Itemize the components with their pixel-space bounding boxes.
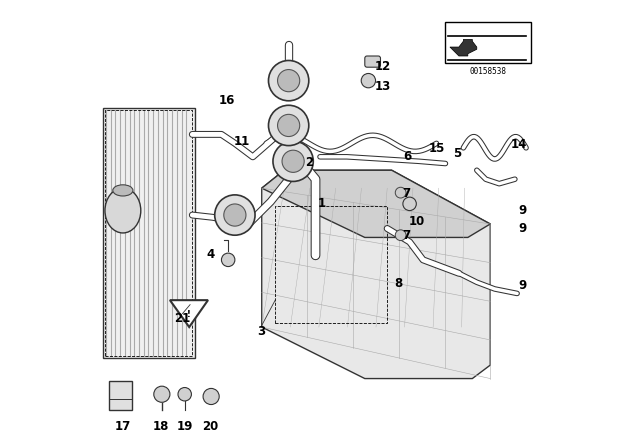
Text: 16: 16 [219, 94, 235, 108]
Ellipse shape [105, 188, 141, 233]
Text: 19: 19 [177, 420, 193, 433]
Polygon shape [170, 300, 208, 327]
Text: 10: 10 [408, 215, 424, 228]
Circle shape [273, 141, 314, 181]
FancyBboxPatch shape [109, 381, 132, 410]
Polygon shape [450, 39, 477, 56]
Text: 21: 21 [174, 311, 191, 325]
Text: 1: 1 [318, 197, 326, 211]
Circle shape [396, 187, 406, 198]
Text: 6: 6 [403, 150, 412, 164]
Text: 11: 11 [234, 134, 250, 148]
Text: 7: 7 [403, 187, 410, 200]
Circle shape [221, 253, 235, 267]
Text: 00158538: 00158538 [470, 67, 506, 76]
Polygon shape [262, 170, 490, 379]
Circle shape [215, 195, 255, 235]
Text: 13: 13 [374, 79, 391, 93]
Circle shape [178, 388, 191, 401]
Text: 2: 2 [305, 155, 314, 169]
Ellipse shape [113, 185, 133, 196]
FancyBboxPatch shape [365, 56, 380, 67]
Text: 9: 9 [518, 279, 527, 293]
Text: 9: 9 [518, 222, 527, 235]
Text: 3: 3 [257, 325, 265, 338]
Text: 18: 18 [153, 420, 169, 433]
Polygon shape [262, 170, 490, 237]
Text: 17: 17 [115, 420, 131, 433]
Text: 12: 12 [374, 60, 391, 73]
Circle shape [403, 197, 417, 211]
Polygon shape [103, 108, 195, 358]
Circle shape [154, 386, 170, 402]
Circle shape [396, 230, 406, 241]
Text: 7: 7 [403, 229, 410, 242]
Text: !: ! [188, 310, 191, 319]
Circle shape [278, 114, 300, 137]
Text: 14: 14 [511, 138, 527, 151]
Circle shape [224, 204, 246, 226]
Text: 5: 5 [453, 146, 461, 160]
Text: 8: 8 [394, 277, 403, 290]
Text: 9: 9 [518, 204, 527, 217]
Text: 15: 15 [428, 142, 445, 155]
Bar [445, 22, 531, 63]
Text: 20: 20 [202, 420, 218, 433]
Circle shape [278, 69, 300, 92]
Circle shape [361, 73, 376, 88]
Circle shape [282, 150, 304, 172]
Text: 4: 4 [207, 248, 215, 261]
Circle shape [269, 105, 309, 146]
Circle shape [269, 60, 309, 101]
Circle shape [203, 388, 220, 405]
